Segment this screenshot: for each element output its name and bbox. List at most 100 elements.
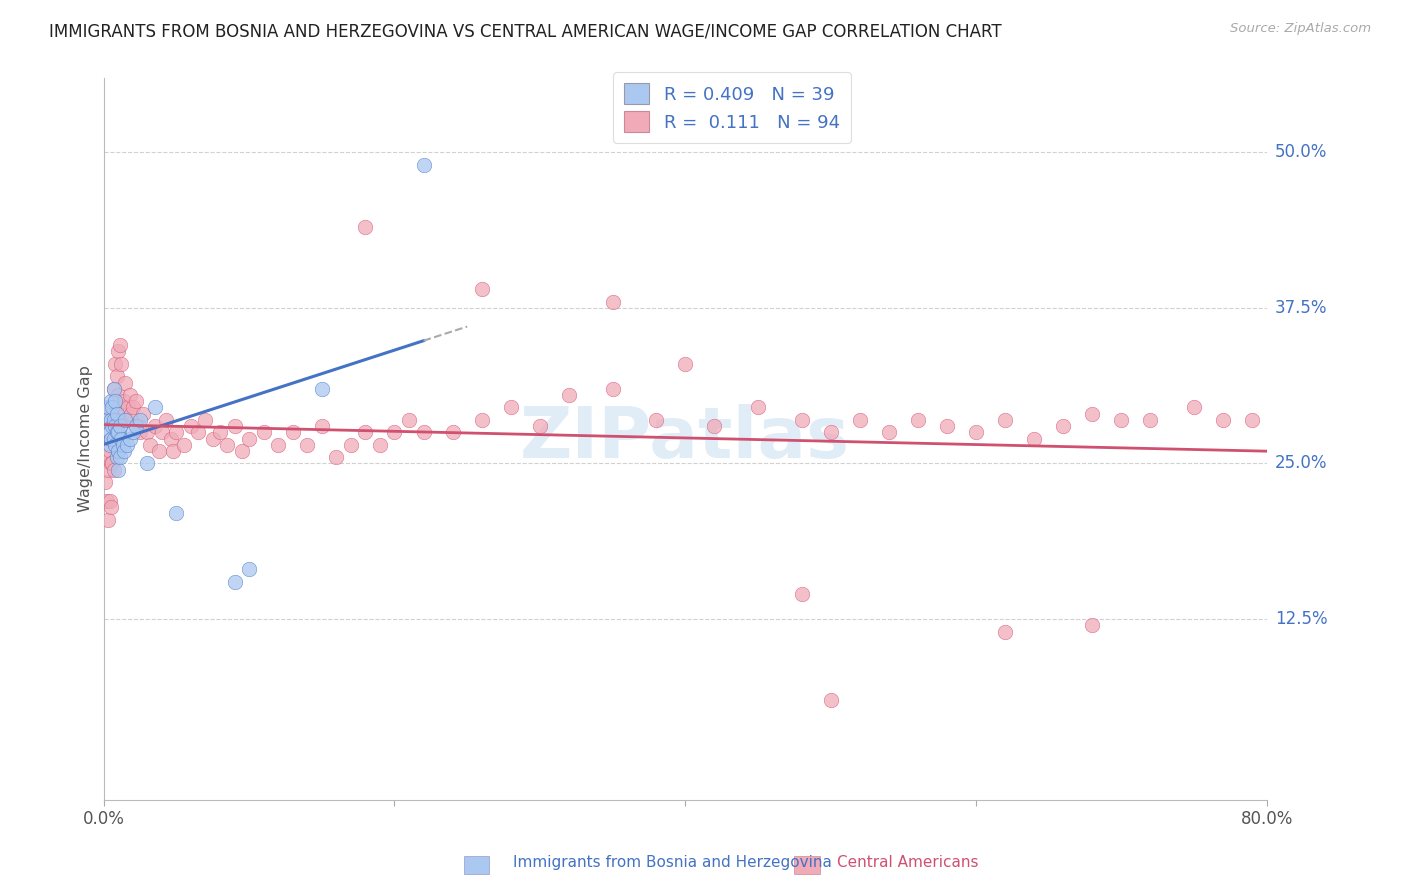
Point (965, 425, 987, 440)
Point (1052, 419, 1074, 434)
Point (110, 357, 132, 371)
Text: 50.0%: 50.0% (1275, 144, 1327, 161)
Point (108, 413, 131, 427)
Point (162, 444, 184, 458)
Point (101, 407, 124, 421)
Point (994, 624, 1017, 639)
Text: 12.5%: 12.5% (1275, 610, 1327, 628)
Point (907, 413, 929, 427)
Point (1182, 401, 1205, 415)
Point (104, 394, 127, 409)
Point (673, 357, 696, 371)
Point (602, 382, 624, 396)
Point (790, 413, 813, 427)
Point (820, 425, 842, 440)
Point (97, 463, 120, 477)
Point (143, 401, 166, 415)
Point (129, 413, 152, 427)
Legend: R = 0.409   N = 39, R =  0.111   N = 94: R = 0.409 N = 39, R = 0.111 N = 94 (613, 72, 851, 143)
Point (96, 493, 118, 508)
Point (101, 457, 124, 471)
Point (136, 457, 159, 471)
Point (100, 457, 122, 471)
Point (101, 419, 124, 434)
Text: Central Americans: Central Americans (837, 855, 979, 870)
Point (107, 463, 129, 477)
Point (1241, 413, 1264, 427)
Point (311, 382, 333, 396)
Point (703, 419, 725, 434)
Point (105, 369, 128, 384)
Point (105, 425, 128, 440)
Text: 25.0%: 25.0% (1275, 455, 1327, 473)
Point (124, 419, 146, 434)
Point (231, 444, 253, 458)
Point (108, 450, 131, 465)
Point (114, 376, 136, 390)
Point (107, 444, 129, 458)
Point (117, 401, 139, 415)
Point (104, 438, 127, 452)
Point (104, 438, 127, 452)
Point (412, 425, 434, 440)
Point (103, 382, 125, 396)
Point (110, 432, 132, 446)
Point (105, 450, 128, 465)
Point (103, 432, 125, 446)
Point (165, 425, 187, 440)
Point (132, 407, 155, 421)
Point (139, 438, 162, 452)
Point (159, 432, 181, 446)
Point (112, 394, 135, 409)
Point (115, 413, 138, 427)
Text: Immigrants from Bosnia and Herzegovina: Immigrants from Bosnia and Herzegovina (513, 855, 832, 870)
Point (820, 693, 842, 707)
Point (217, 438, 239, 452)
Point (108, 419, 131, 434)
Point (103, 419, 125, 434)
Point (118, 432, 141, 446)
Point (201, 432, 224, 446)
Point (124, 394, 146, 409)
Point (1111, 413, 1133, 427)
Point (100, 394, 122, 409)
Text: ZIPatlas: ZIPatlas (520, 404, 851, 473)
Point (94, 475, 117, 490)
Point (471, 413, 494, 427)
Point (98, 425, 121, 440)
Point (935, 419, 957, 434)
Point (155, 413, 177, 427)
Point (107, 388, 129, 402)
Point (103, 413, 125, 427)
Point (111, 438, 134, 452)
Point (104, 357, 127, 371)
Point (100, 500, 122, 514)
Point (103, 463, 125, 477)
Point (100, 432, 122, 446)
Point (121, 425, 143, 440)
Point (848, 413, 870, 427)
Point (354, 220, 377, 235)
Point (994, 413, 1017, 427)
Point (311, 419, 333, 434)
Point (558, 388, 581, 402)
Point (238, 432, 260, 446)
Y-axis label: Wage/Income Gap: Wage/Income Gap (79, 365, 93, 512)
Point (107, 444, 129, 458)
Point (224, 419, 246, 434)
Point (224, 574, 246, 589)
Point (96, 413, 118, 427)
Point (112, 444, 135, 458)
Point (1081, 618, 1104, 632)
Text: 37.5%: 37.5% (1275, 299, 1327, 317)
Point (1139, 413, 1161, 427)
Point (1212, 413, 1234, 427)
Point (340, 438, 363, 452)
Point (529, 419, 551, 434)
Point (143, 419, 166, 434)
Point (115, 438, 138, 452)
Point (398, 413, 420, 427)
Point (107, 425, 129, 440)
Point (252, 425, 274, 440)
Point (114, 413, 136, 427)
